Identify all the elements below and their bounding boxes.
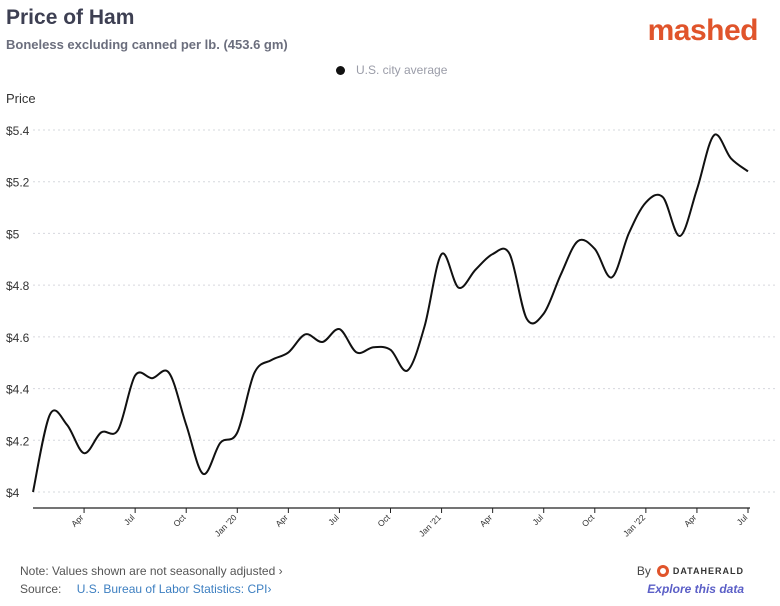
data-point [66, 424, 68, 426]
x-tick-label: Jul [326, 512, 341, 527]
x-tick-label: Oct [171, 512, 188, 529]
data-point [151, 377, 153, 379]
data-point [662, 196, 664, 198]
data-point [594, 248, 596, 250]
source-chevron-icon: › [267, 582, 272, 596]
data-point [253, 372, 255, 374]
y-tick-label: $4.4 [6, 383, 30, 397]
data-point [32, 491, 34, 493]
y-tick-label: $5.4 [6, 124, 30, 138]
data-point [423, 325, 425, 327]
data-point [321, 341, 323, 343]
data-point [730, 157, 732, 159]
x-tick-label: Apr [478, 512, 495, 529]
x-tick-label: Apr [273, 512, 290, 529]
data-point [202, 473, 204, 475]
data-point [628, 232, 630, 234]
by-label: By [636, 564, 651, 578]
data-point [611, 276, 613, 278]
y-tick-label: $5.2 [6, 176, 30, 190]
source-label: Source: [20, 582, 62, 596]
legend-label: U.S. city average [356, 63, 448, 77]
mashed-logo[interactable]: mashed [647, 14, 759, 47]
dataherald-logo-icon [656, 565, 669, 577]
note-text: Note: Values shown are not seasonally ad… [20, 564, 276, 578]
data-point [355, 351, 357, 353]
data-point [117, 429, 119, 431]
y-axis-label: Price [6, 91, 36, 106]
data-point [406, 369, 408, 371]
x-tick-label: Jan '21 [417, 512, 443, 538]
x-tick-label: Jul [735, 512, 750, 527]
x-tick-label: Apr [682, 512, 699, 529]
data-point [304, 333, 306, 335]
chart-title: Price of Ham [6, 6, 135, 29]
dataherald-name: DATAHERALD [672, 566, 744, 576]
data-point [389, 349, 391, 351]
by-credit[interactable]: By DATAHERALD [637, 564, 744, 578]
data-point [474, 268, 476, 270]
data-point [49, 413, 51, 415]
data-point [491, 253, 493, 255]
x-tick-label: Jul [530, 512, 545, 527]
y-tick-label: $4 [6, 486, 20, 500]
y-tick-label: $4.6 [6, 331, 30, 345]
footer-source: Source: U.S. Bureau of Labor Statistics:… [20, 582, 271, 596]
data-point [508, 253, 510, 255]
data-point [696, 188, 698, 190]
data-point [560, 274, 562, 276]
data-point [440, 253, 442, 255]
source-link-text: U.S. Bureau of Labor Statistics: CPI [76, 582, 268, 596]
explore-data-link[interactable]: Explore this data [647, 582, 744, 596]
data-point [338, 328, 340, 330]
data-point [270, 359, 272, 361]
data-point [134, 374, 136, 376]
data-point [543, 312, 545, 314]
data-point [679, 235, 681, 237]
legend-dot-icon [336, 65, 345, 75]
y-tick-label: $4.2 [6, 434, 30, 448]
data-point [219, 442, 221, 444]
source-link[interactable]: U.S. Bureau of Labor Statistics: CPI› [77, 582, 272, 596]
data-point [185, 424, 187, 426]
x-tick-label: Jan '22 [621, 512, 647, 538]
series-line [32, 133, 749, 493]
y-tick-label: $4.8 [6, 279, 30, 293]
note-chevron-icon: › [278, 564, 283, 578]
x-tick-label: Jul [122, 512, 137, 527]
data-point [747, 170, 749, 172]
x-tick-label: Apr [69, 512, 86, 529]
data-point [372, 346, 374, 348]
footer-note[interactable]: Note: Values shown are not seasonally ad… [20, 564, 283, 578]
data-point [457, 287, 459, 289]
data-point [645, 201, 647, 203]
data-point [168, 372, 170, 374]
data-point [83, 452, 85, 454]
data-point [236, 431, 238, 433]
y-tick-label: $5 [6, 227, 20, 241]
chart-legend: U.S. city average [336, 63, 447, 77]
x-tick-label: Oct [375, 512, 392, 529]
x-tick-label: Oct [580, 512, 597, 529]
data-point [100, 431, 102, 433]
chart-subtitle: Boneless excluding canned per lb. (453.6… [6, 37, 288, 52]
x-tick-label: Jan '20 [212, 512, 238, 538]
data-point [525, 318, 527, 320]
data-point [577, 240, 579, 242]
data-point [713, 134, 715, 136]
data-point [287, 351, 289, 353]
